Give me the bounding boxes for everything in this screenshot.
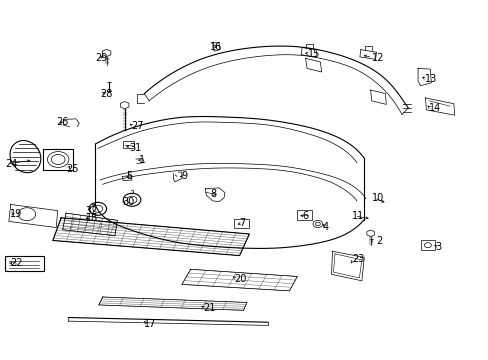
Text: 5: 5 — [126, 171, 132, 181]
Text: 16: 16 — [210, 42, 222, 52]
Text: 21: 21 — [203, 303, 215, 313]
Text: 7: 7 — [239, 218, 245, 228]
Text: 18: 18 — [85, 213, 98, 223]
Text: 10: 10 — [371, 193, 383, 203]
Text: 30: 30 — [122, 197, 134, 207]
Text: 13: 13 — [425, 74, 437, 84]
Text: 3: 3 — [434, 242, 441, 252]
Text: 15: 15 — [307, 49, 320, 59]
Text: 1: 1 — [139, 155, 145, 165]
Text: 31: 31 — [129, 143, 142, 153]
Text: 20: 20 — [234, 274, 246, 284]
Text: 19: 19 — [10, 209, 22, 219]
Text: 4: 4 — [322, 222, 328, 232]
Text: 2: 2 — [376, 236, 382, 246]
Text: 8: 8 — [210, 189, 216, 199]
Text: 23: 23 — [351, 254, 364, 264]
Text: 22: 22 — [10, 258, 22, 268]
Text: 6: 6 — [302, 211, 308, 221]
Text: 28: 28 — [100, 89, 112, 99]
Text: 11: 11 — [351, 211, 364, 221]
Text: 29: 29 — [95, 53, 107, 63]
Text: 17: 17 — [144, 319, 156, 329]
Text: 32: 32 — [85, 206, 98, 216]
Text: 26: 26 — [56, 117, 68, 127]
Text: 27: 27 — [131, 121, 143, 131]
Text: 24: 24 — [5, 159, 17, 169]
Text: 14: 14 — [428, 103, 441, 113]
Text: 12: 12 — [371, 53, 383, 63]
Text: 9: 9 — [181, 171, 187, 181]
Text: 25: 25 — [66, 164, 79, 174]
